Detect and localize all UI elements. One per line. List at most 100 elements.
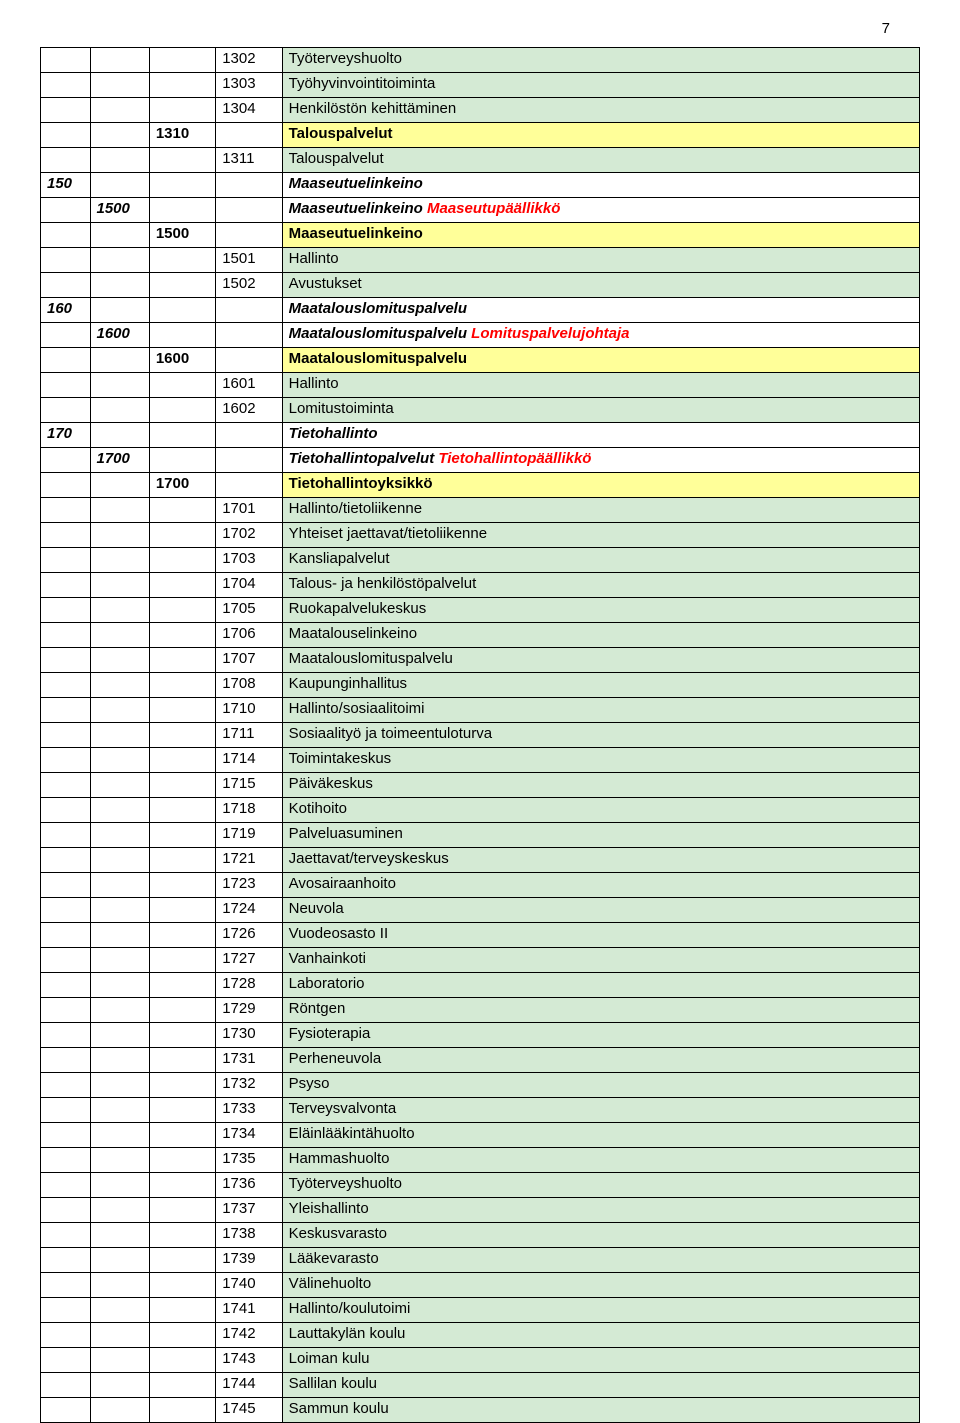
code-cell: [149, 773, 215, 798]
code-cell: [90, 723, 149, 748]
label-text: Terveysvalvonta: [289, 1100, 397, 1117]
code-cell: [41, 698, 91, 723]
code-cell: [90, 1173, 149, 1198]
code-cell: [90, 98, 149, 123]
table-row: 1733Terveysvalvonta: [41, 1098, 920, 1123]
code-cell: 1737: [216, 1198, 282, 1223]
label-cell: Tietohallintoyksikkö: [282, 473, 919, 498]
label-text: Tietohallinto: [289, 425, 378, 442]
label-text: Jaettavat/terveyskeskus: [289, 850, 449, 867]
code-cell: 1715: [216, 773, 282, 798]
code-cell: [90, 373, 149, 398]
code-cell: [149, 998, 215, 1023]
code-cell: [90, 73, 149, 98]
code-cell: [41, 123, 91, 148]
code-cell: [41, 573, 91, 598]
code-cell: 1708: [216, 673, 282, 698]
code-cell: [90, 123, 149, 148]
table-row: 1723Avosairaanhoito: [41, 873, 920, 898]
code-cell: [90, 573, 149, 598]
label-text: Lääkevarasto: [289, 1250, 379, 1267]
code-cell: [90, 548, 149, 573]
code-cell: 1719: [216, 823, 282, 848]
code-cell: 1600: [90, 323, 149, 348]
code-cell: 1728: [216, 973, 282, 998]
code-cell: [90, 223, 149, 248]
code-cell: [41, 223, 91, 248]
code-cell: 170: [41, 423, 91, 448]
label-text: Talous- ja henkilöstöpalvelut: [289, 575, 477, 592]
code-cell: [90, 748, 149, 773]
code-cell: [90, 473, 149, 498]
code-cell: [149, 1348, 215, 1373]
label-cell: Sallilan koulu: [282, 1373, 919, 1398]
label-text: Ruokapalvelukeskus: [289, 600, 427, 617]
code-cell: 1738: [216, 1223, 282, 1248]
code-cell: [90, 1073, 149, 1098]
code-cell: 1500: [90, 198, 149, 223]
code-cell: [41, 848, 91, 873]
code-cell: [90, 298, 149, 323]
code-cell: [90, 423, 149, 448]
code-cell: 1700: [90, 448, 149, 473]
table-row: 1738Keskusvarasto: [41, 1223, 920, 1248]
table-row: 1310Talouspalvelut: [41, 123, 920, 148]
code-cell: [149, 1098, 215, 1123]
label-cell: Vuodeosasto II: [282, 923, 919, 948]
code-cell: [41, 648, 91, 673]
code-cell: 1714: [216, 748, 282, 773]
label-cell: Maaseutuelinkeino: [282, 223, 919, 248]
code-cell: [41, 1298, 91, 1323]
label-text: Maatalouslomituspalvelu: [289, 650, 453, 667]
code-cell: [90, 248, 149, 273]
label-cell: Talouspalvelut: [282, 148, 919, 173]
label-cell: Työterveyshuolto: [282, 1173, 919, 1198]
table-row: 1729Röntgen: [41, 998, 920, 1023]
table-row: 1703Kansliapalvelut: [41, 548, 920, 573]
code-cell: 1706: [216, 623, 282, 648]
label-text: Työhyvinvointitoiminta: [289, 75, 436, 92]
code-cell: [149, 1273, 215, 1298]
label-text: Sallilan koulu: [289, 1375, 377, 1392]
code-cell: [216, 123, 282, 148]
label-text: Hallinto/tietoliikenne: [289, 500, 422, 517]
label-cell: Maatalouslomituspalvelu: [282, 348, 919, 373]
code-cell: [41, 923, 91, 948]
label-cell: Hallinto: [282, 373, 919, 398]
code-cell: [41, 773, 91, 798]
label-cell: Kaupunginhallitus: [282, 673, 919, 698]
code-cell: 1710: [216, 698, 282, 723]
label-cell: Maatalouselinkeino: [282, 623, 919, 648]
label-text: Yleishallinto: [289, 1200, 369, 1217]
code-cell: [90, 1248, 149, 1273]
page-number: 7: [0, 0, 960, 47]
label-cell: Välinehuolto: [282, 1273, 919, 1298]
label-text: Lomitustoiminta: [289, 400, 394, 417]
code-cell: [41, 623, 91, 648]
code-cell: [41, 748, 91, 773]
label-text: Hallinto: [289, 250, 339, 267]
code-cell: [41, 873, 91, 898]
label-text: Maaseutuelinkeino: [289, 175, 423, 192]
table-row: 1741Hallinto/koulutoimi: [41, 1298, 920, 1323]
table-row: 1602Lomitustoiminta: [41, 398, 920, 423]
label-cell: Vanhainkoti: [282, 948, 919, 973]
code-cell: [149, 1298, 215, 1323]
label-text: Kansliapalvelut: [289, 550, 390, 567]
label-cell: Päiväkeskus: [282, 773, 919, 798]
code-cell: [41, 823, 91, 848]
code-cell: [149, 1398, 215, 1423]
code-cell: [41, 48, 91, 73]
code-cell: [41, 248, 91, 273]
label-cell: Työterveyshuolto: [282, 48, 919, 73]
code-cell: [90, 1348, 149, 1373]
label-cell: Yleishallinto: [282, 1198, 919, 1223]
table-row: 1718Kotihoito: [41, 798, 920, 823]
table-row: 1500Maaseutuelinkeino: [41, 223, 920, 248]
code-cell: 1739: [216, 1248, 282, 1273]
label-text: Avosairaanhoito: [289, 875, 396, 892]
code-cell: 150: [41, 173, 91, 198]
label-cell: Maaseutuelinkeino: [282, 173, 919, 198]
code-cell: [41, 1023, 91, 1048]
label-text: Tietohallintopalvelut: [289, 450, 435, 467]
